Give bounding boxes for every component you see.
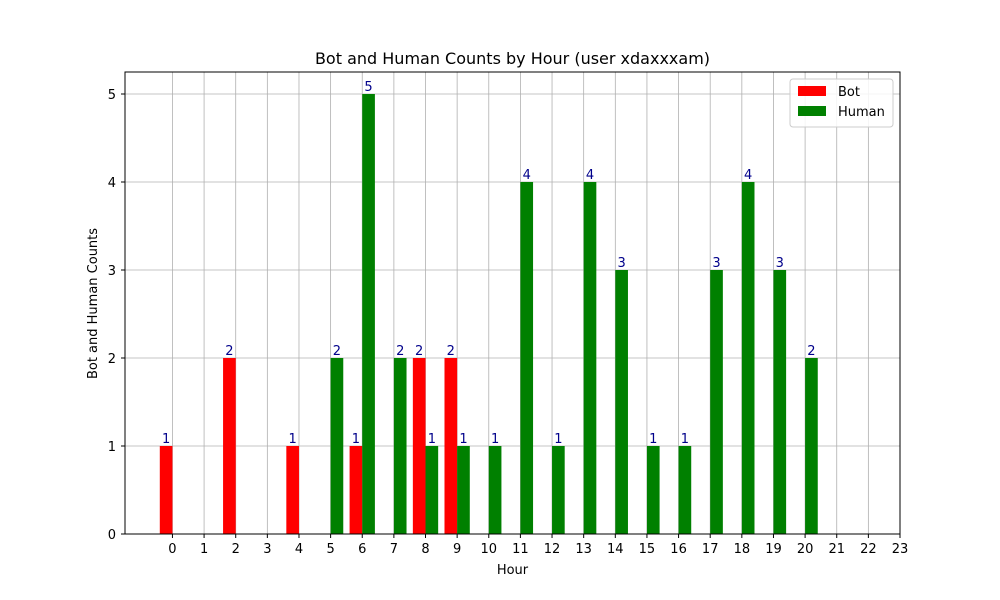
human-bar xyxy=(457,446,470,534)
human-bar-value-label: 3 xyxy=(776,256,784,271)
human-bar-value-label: 1 xyxy=(428,432,436,447)
human-bar xyxy=(615,270,628,534)
x-tick-label: 5 xyxy=(326,542,334,557)
y-tick-label: 2 xyxy=(108,352,116,367)
bot-bar-value-label: 2 xyxy=(225,344,233,359)
human-bar-value-label: 2 xyxy=(807,344,815,359)
legend-label-human: Human xyxy=(838,105,885,120)
human-bar-value-label: 1 xyxy=(649,432,657,447)
x-tick-label: 21 xyxy=(828,542,845,557)
x-tick-label: 12 xyxy=(544,542,561,557)
bot-bar-value-label: 1 xyxy=(162,432,170,447)
x-tick-label: 3 xyxy=(263,542,271,557)
legend-swatch-bot xyxy=(798,86,826,96)
bot-bar xyxy=(349,446,363,534)
legend: Bot Human xyxy=(789,78,894,128)
human-bar xyxy=(741,182,755,534)
x-tick-label: 7 xyxy=(390,542,398,557)
legend-swatch-human xyxy=(798,106,826,116)
human-bar xyxy=(805,358,818,534)
x-tick-label: 11 xyxy=(512,542,529,557)
human-bar-value-label: 4 xyxy=(523,168,531,183)
human-bar-value-label: 3 xyxy=(617,256,625,271)
x-tick-label: 0 xyxy=(168,542,176,557)
legend-label-bot: Bot xyxy=(838,85,860,100)
x-tick-label: 13 xyxy=(575,542,592,557)
human-bar xyxy=(646,446,660,534)
x-tick-label: 4 xyxy=(295,542,303,557)
x-tick-label: 14 xyxy=(607,542,624,557)
human-bar xyxy=(488,446,502,534)
x-tick-label: 17 xyxy=(702,542,719,557)
x-axis-label: Hour xyxy=(497,563,529,578)
x-tick-label: 8 xyxy=(421,542,429,557)
bot-bar xyxy=(223,358,236,534)
human-bar-value-label: 4 xyxy=(586,168,594,183)
bot-bar-value-label: 2 xyxy=(415,344,423,359)
x-tick-label: 6 xyxy=(358,542,366,557)
plot-frame xyxy=(124,71,901,535)
bot-bar xyxy=(444,358,458,534)
x-tick-label: 23 xyxy=(892,542,909,557)
bot-bar xyxy=(159,446,173,534)
x-tick-label: 10 xyxy=(481,542,498,557)
y-tick-label: 3 xyxy=(108,264,116,279)
human-bar-value-label: 4 xyxy=(744,168,752,183)
human-bar-value-label: 1 xyxy=(491,432,499,447)
y-tick-label: 5 xyxy=(108,88,116,103)
x-tick-label: 18 xyxy=(734,542,751,557)
human-bar xyxy=(552,446,565,534)
human-bar xyxy=(773,270,787,534)
y-axis-label: Bot and Human Counts xyxy=(86,228,101,379)
human-bar xyxy=(710,270,723,534)
x-tick-label: 9 xyxy=(453,542,461,557)
human-bar-value-label: 1 xyxy=(681,432,689,447)
human-bar-value-label: 1 xyxy=(554,432,562,447)
x-tick-label: 20 xyxy=(797,542,814,557)
human-bar-value-label: 3 xyxy=(712,256,720,271)
bot-bar-value-label: 1 xyxy=(352,432,360,447)
bot-bar xyxy=(286,446,299,534)
chart-title: Bot and Human Counts by Hour (user xdaxx… xyxy=(315,49,710,68)
bars xyxy=(159,94,818,534)
bot-bar-value-label: 1 xyxy=(289,432,297,447)
human-bar xyxy=(330,358,344,534)
human-bar xyxy=(425,446,439,534)
human-bar xyxy=(393,358,407,534)
x-tick-label: 2 xyxy=(232,542,240,557)
x-tick-label: 19 xyxy=(765,542,782,557)
human-bar-value-label: 5 xyxy=(364,80,372,95)
human-bar-value-label: 2 xyxy=(333,344,341,359)
bot-bar-value-label: 2 xyxy=(447,344,455,359)
human-bar xyxy=(362,94,375,534)
human-bar-value-label: 2 xyxy=(396,344,404,359)
human-bar xyxy=(678,446,692,534)
human-bar xyxy=(583,182,597,534)
y-tick-label: 1 xyxy=(108,440,116,455)
x-tick-label: 1 xyxy=(200,542,208,557)
x-tick-label: 22 xyxy=(860,542,877,557)
y-tick-label: 4 xyxy=(108,176,116,191)
x-tick-label: 15 xyxy=(639,542,656,557)
axis-ticks: 0 1 2 3 4 5 6 7 8 9 10 11 12 13 14 15 16 17 18 19 20 21 22 2301… xyxy=(108,88,909,557)
bot-bar xyxy=(412,358,426,534)
x-tick-label: 16 xyxy=(670,542,687,557)
human-bar xyxy=(520,182,534,534)
y-tick-label: 0 xyxy=(108,528,116,543)
human-bar-value-label: 1 xyxy=(459,432,467,447)
